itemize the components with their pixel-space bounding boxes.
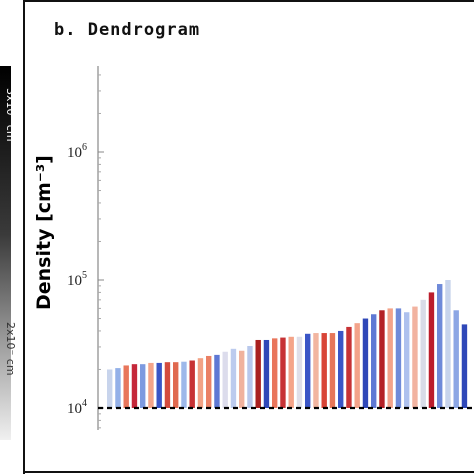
colorbar-top-label: 3x10⁻ cm [4, 88, 17, 142]
dendrogram-leaf [412, 306, 418, 408]
dendrogram-leaf [206, 355, 212, 408]
dendrogram-leaf [115, 368, 121, 408]
dendrogram-leaf [239, 350, 245, 408]
y-ticks: 104 105 106 [67, 74, 104, 429]
dendrogram-leaf [181, 361, 187, 408]
panel-title: b. Dendrogram [54, 20, 200, 40]
dendrogram-leaf [156, 362, 162, 408]
dendrogram-leaf [230, 348, 237, 408]
dendrogram-leaf [387, 308, 393, 408]
y-axis-label: Density [cm⁻³] [33, 155, 55, 310]
dendrogram-leaf [321, 333, 327, 408]
dendrogram-leaf [346, 326, 352, 408]
dendrogram-leaf [428, 292, 435, 408]
dendrogram-leaf [453, 310, 459, 408]
dendrogram-leaf [222, 351, 228, 408]
dendrogram-leaf [197, 358, 204, 408]
dendrogram-leaf [420, 299, 426, 408]
dendrogram-leaf [272, 338, 278, 408]
dendrogram-leaf [313, 333, 319, 408]
y-tick-label: 105 [67, 270, 87, 289]
dendrogram-leaf [140, 364, 146, 408]
dendrogram-leaf [362, 318, 369, 408]
dendrogram-leaf [164, 362, 171, 408]
colorbar-bottom-label: 2x10⁻ cm [4, 322, 17, 376]
dendrogram-leaf [189, 360, 195, 408]
dendrogram-leaf [148, 362, 154, 408]
dendrogram-leaf [371, 314, 377, 408]
y-tick-label: 106 [67, 142, 87, 161]
dendrogram-leaf [107, 369, 113, 408]
dendrogram-leaf [214, 354, 220, 408]
dendrogram-leaf [280, 337, 286, 408]
dendrogram-leaf [288, 336, 294, 408]
dendrogram-leaf [123, 365, 129, 408]
dendrogram-leaf [296, 336, 303, 408]
dendrogram-leaf [445, 280, 451, 408]
dendrogram-leaf [263, 339, 270, 408]
dendrogram-leaf [395, 308, 402, 408]
dendrogram-leaf [131, 364, 138, 408]
dendrogram-leaf [305, 333, 311, 408]
dendrogram-leaf [461, 324, 468, 408]
dendrogram-leaf [404, 312, 410, 408]
dendrogram-leaf [338, 330, 344, 408]
dendrogram-leaf [437, 284, 443, 408]
dendrogram-leaf [329, 333, 336, 408]
dendrogram-leaf [354, 323, 360, 408]
dendrogram-leaf [255, 339, 261, 408]
y-tick-label: 104 [67, 398, 87, 417]
colorbar [0, 66, 11, 440]
dendrogram-leaf [379, 310, 385, 408]
dendrogram-leaf [173, 362, 179, 408]
dendrogram-leaf [247, 346, 253, 408]
dendrogram-leaves [107, 280, 468, 408]
